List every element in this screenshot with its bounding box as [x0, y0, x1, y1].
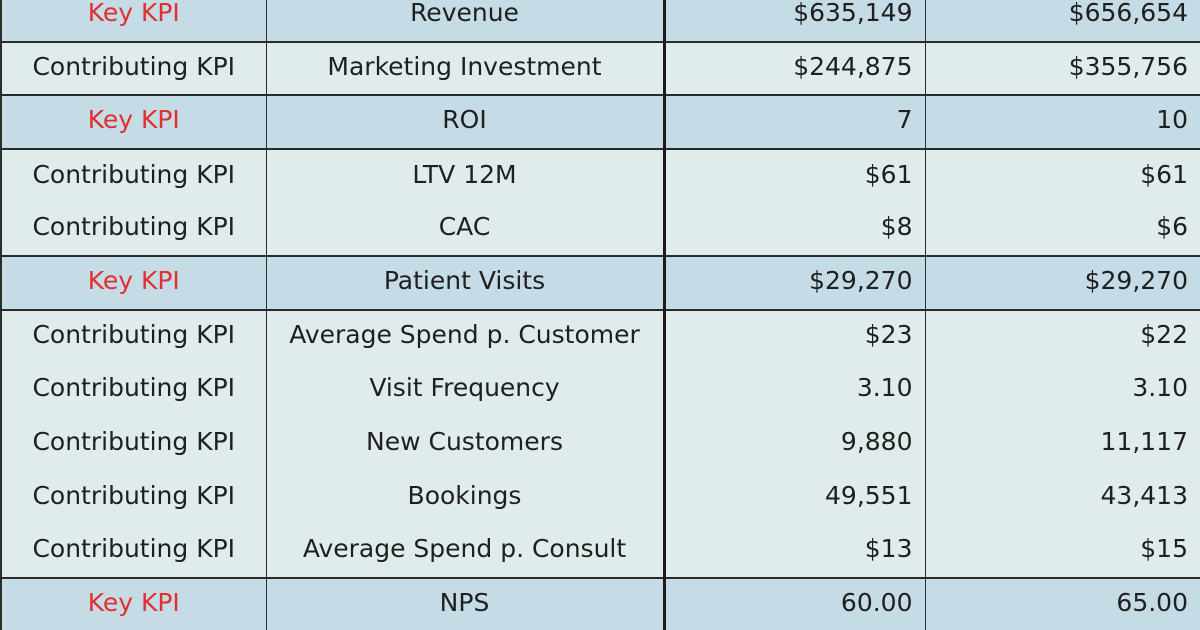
kpi-row-visit-frequency: Contributing KPI Visit Frequency 3.10 3.…	[0, 363, 1200, 417]
metric-name-cell[interactable]: Revenue	[266, 0, 666, 43]
kpi-row-patient-visits: Key KPI Patient Visits $29,270 $29,270	[0, 255, 1200, 311]
value-cell-period-1[interactable]: $23	[664, 309, 926, 364]
value-cell-period-2[interactable]: $6	[925, 202, 1200, 257]
metric-name-cell[interactable]: Marketing Investment	[266, 41, 666, 97]
kpi-type-cell[interactable]: Key KPI	[0, 577, 267, 630]
metric-name-cell[interactable]: ROI	[266, 95, 666, 150]
metric-name-cell[interactable]: CAC	[266, 202, 666, 257]
value-cell-period-1[interactable]: 7	[664, 95, 926, 150]
kpi-type-cell[interactable]: Key KPI	[0, 95, 267, 150]
value-cell-period-1[interactable]: 49,551	[664, 470, 926, 524]
value-cell-period-1[interactable]: $61	[664, 148, 926, 203]
metric-name-cell[interactable]: LTV 12M	[266, 148, 666, 203]
kpi-type-cell[interactable]: Contributing KPI	[0, 309, 267, 364]
value-cell-period-1[interactable]: $29,270	[664, 255, 926, 311]
metric-name-cell[interactable]: Visit Frequency	[266, 363, 666, 417]
kpi-type-cell[interactable]: Contributing KPI	[0, 416, 267, 471]
kpi-row-average-spend-consult: Contributing KPI Average Spend p. Consul…	[0, 523, 1200, 579]
kpi-row-average-spend-customer: Contributing KPI Average Spend p. Custom…	[0, 309, 1200, 364]
kpi-type-cell[interactable]: Contributing KPI	[0, 202, 267, 257]
value-cell-period-2[interactable]: 3.10	[925, 363, 1200, 417]
metric-name-cell[interactable]: Average Spend p. Consult	[266, 523, 666, 579]
value-cell-period-1[interactable]: $13	[664, 523, 926, 579]
kpi-type-cell[interactable]: Contributing KPI	[0, 41, 267, 97]
value-cell-period-2[interactable]: $61	[925, 148, 1200, 203]
metric-name-cell[interactable]: Average Spend p. Customer	[266, 309, 666, 364]
kpi-type-cell[interactable]: Contributing KPI	[0, 363, 267, 417]
kpi-row-roi: Key KPI ROI 7 10	[0, 95, 1200, 150]
kpi-row-cac: Contributing KPI CAC $8 $6	[0, 202, 1200, 257]
kpi-row-nps: Key KPI NPS 60.00 65.00	[0, 577, 1200, 630]
kpi-row-revenue: Key KPI Revenue $635,149 $656,654	[0, 0, 1200, 43]
value-cell-period-1[interactable]: $8	[664, 202, 926, 257]
metric-name-cell[interactable]: Patient Visits	[266, 255, 666, 311]
metric-name-cell[interactable]: Bookings	[266, 470, 666, 524]
value-cell-period-1[interactable]: $244,875	[664, 41, 926, 97]
kpi-type-cell[interactable]: Contributing KPI	[0, 148, 267, 203]
value-cell-period-1[interactable]: 9,880	[664, 416, 926, 471]
value-cell-period-2[interactable]: 10	[925, 95, 1200, 150]
kpi-type-cell[interactable]: Contributing KPI	[0, 470, 267, 524]
kpi-row-bookings: Contributing KPI Bookings 49,551 43,413	[0, 470, 1200, 524]
value-cell-period-2[interactable]: $15	[925, 523, 1200, 579]
value-cell-period-1[interactable]: $635,149	[664, 0, 926, 43]
value-cell-period-2[interactable]: $29,270	[925, 255, 1200, 311]
metric-name-cell[interactable]: New Customers	[266, 416, 666, 471]
metric-name-cell[interactable]: NPS	[266, 577, 666, 630]
value-cell-period-1[interactable]: 3.10	[664, 363, 926, 417]
value-cell-period-2[interactable]: $355,756	[925, 41, 1200, 97]
value-cell-period-2[interactable]: 11,117	[925, 416, 1200, 471]
value-cell-period-2[interactable]: $656,654	[925, 0, 1200, 43]
kpi-row-marketing-investment: Contributing KPI Marketing Investment $2…	[0, 41, 1200, 97]
kpi-type-cell[interactable]: Key KPI	[0, 255, 267, 311]
value-cell-period-1[interactable]: 60.00	[664, 577, 926, 630]
kpi-type-cell[interactable]: Contributing KPI	[0, 523, 267, 579]
value-cell-period-2[interactable]: 65.00	[925, 577, 1200, 630]
kpi-row-ltv-12m: Contributing KPI LTV 12M $61 $61	[0, 148, 1200, 203]
value-cell-period-2[interactable]: $22	[925, 309, 1200, 364]
value-cell-period-2[interactable]: 43,413	[925, 470, 1200, 524]
kpi-type-cell[interactable]: Key KPI	[0, 0, 267, 43]
kpi-row-new-customers: Contributing KPI New Customers 9,880 11,…	[0, 416, 1200, 471]
